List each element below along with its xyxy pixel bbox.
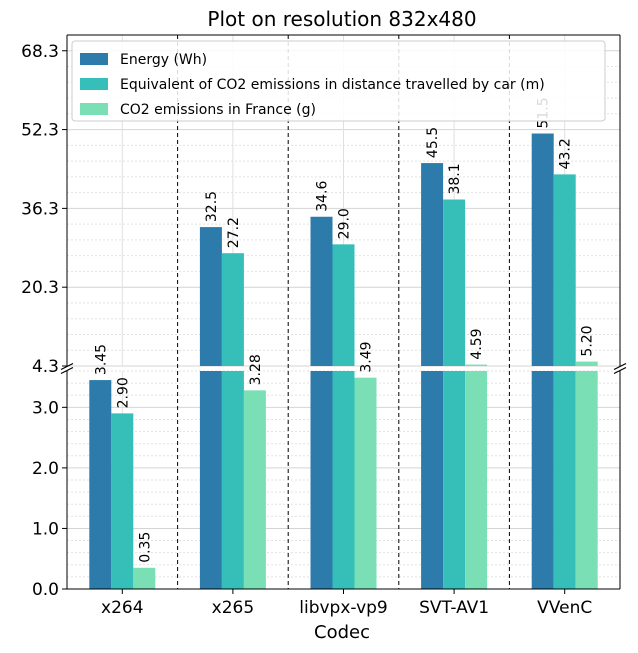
y-tick-label: 36.3	[21, 199, 59, 219]
bar	[443, 199, 466, 366]
x-tick-labels: x264 x265 libvpx-vp9 SVT-AV1 VVenC	[101, 589, 592, 618]
category-separators	[177, 35, 510, 589]
bar	[133, 567, 156, 589]
legend-entry: Equivalent of CO2 emissions in distance …	[120, 77, 545, 93]
x-tick-label: libvpx-vp9	[299, 598, 388, 618]
bar	[89, 380, 112, 589]
data-label: 5.20	[580, 325, 596, 356]
bar	[421, 371, 444, 589]
y-tick-label: 0.0	[32, 580, 59, 600]
bar	[310, 216, 333, 366]
legend-swatch	[80, 103, 108, 115]
break-mark	[613, 366, 627, 375]
bar	[575, 371, 598, 589]
data-label: 45.5	[425, 127, 441, 158]
data-label: 4.59	[469, 328, 485, 359]
y-tick-label: 4.3	[32, 357, 59, 377]
data-label: 3.45	[93, 344, 109, 375]
bars	[89, 133, 598, 589]
y-tick-label: 2.0	[32, 459, 59, 479]
data-label: 2.90	[115, 377, 131, 408]
bar	[465, 364, 488, 366]
legend-entry: CO2 emissions in France (g)	[120, 102, 316, 118]
legend-entry: Energy (Wh)	[120, 52, 207, 68]
legend: Energy (Wh) Equivalent of CO2 emissions i…	[71, 40, 606, 122]
bar	[199, 371, 222, 589]
data-label: 29.0	[337, 208, 353, 239]
data-label: 38.1	[447, 163, 463, 194]
bar	[221, 371, 244, 589]
y-tick-label: 68.3	[21, 42, 59, 62]
bar	[354, 377, 377, 589]
x-tick-label: VVenC	[537, 598, 592, 618]
bar	[221, 253, 244, 366]
y-tick-label: 3.0	[32, 398, 59, 418]
y-tick-label: 52.3	[21, 121, 59, 141]
data-label: 43.2	[558, 138, 574, 169]
bar	[310, 371, 333, 589]
y-tick-label: 20.3	[21, 278, 59, 298]
x-tick-label: x265	[212, 598, 255, 618]
data-label: 3.49	[359, 341, 375, 372]
chart-title: Plot on resolution 832x480	[207, 7, 476, 31]
bar	[553, 174, 576, 366]
data-label: 0.35	[137, 532, 153, 563]
axis-break-marks	[60, 362, 627, 375]
break-mark	[60, 362, 74, 371]
bar	[199, 227, 222, 366]
data-label: 3.28	[248, 354, 264, 385]
x-tick-label: x264	[101, 598, 144, 618]
bar	[465, 371, 488, 589]
bar	[421, 163, 444, 366]
data-label: 32.5	[204, 191, 220, 222]
y-tick-labels: 4.3 20.3 36.3 52.3 68.3 0.0 1.0 2.0 3.0	[21, 42, 67, 600]
legend-swatch	[80, 78, 108, 90]
bar	[531, 371, 554, 589]
bar	[553, 371, 576, 589]
legend-box	[71, 40, 606, 122]
x-axis-label: Codec	[314, 622, 370, 643]
bar	[243, 390, 266, 589]
break-mark	[613, 362, 627, 371]
bar	[332, 371, 355, 589]
bar	[443, 371, 466, 589]
legend-swatch	[80, 53, 108, 65]
y-tick-label: 1.0	[32, 519, 59, 539]
data-label: 27.2	[226, 217, 242, 248]
x-tick-label: SVT-AV1	[419, 598, 489, 618]
bar	[332, 244, 355, 366]
bar	[531, 133, 554, 366]
data-label: 34.6	[315, 180, 331, 211]
break-mark	[60, 366, 74, 375]
bar	[111, 413, 134, 589]
bar	[575, 361, 598, 366]
